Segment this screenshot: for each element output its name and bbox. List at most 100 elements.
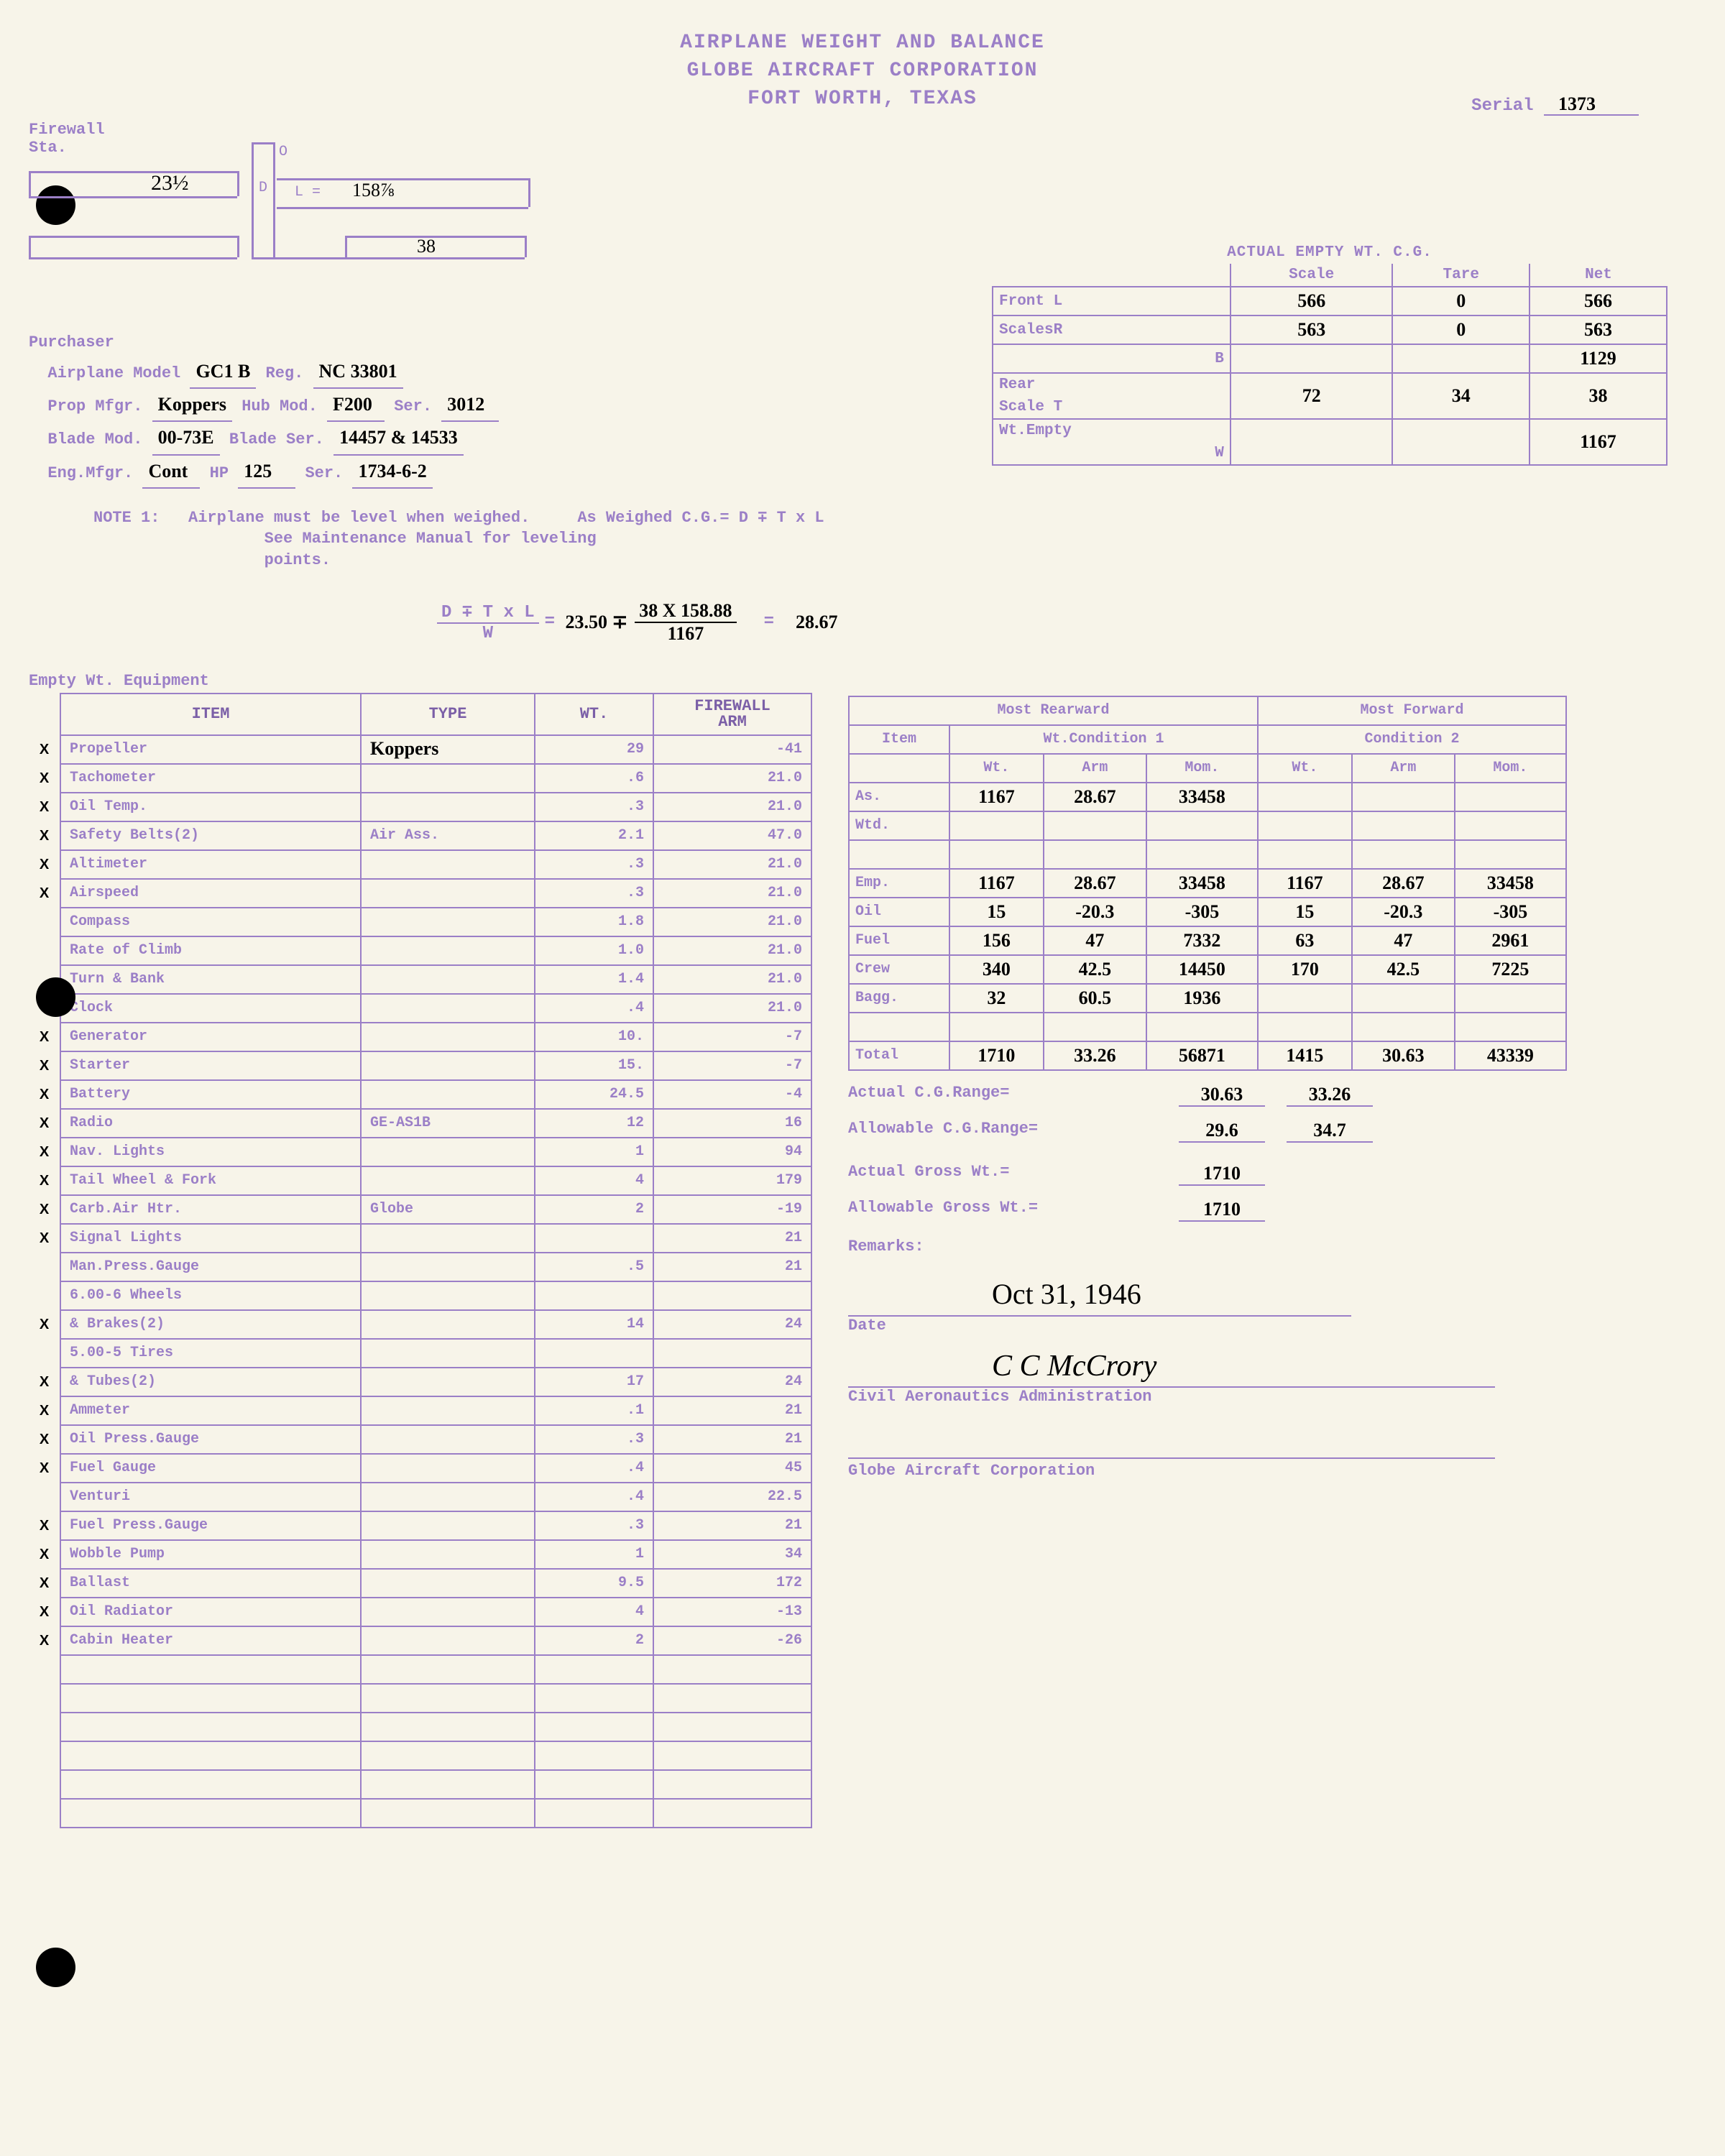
table-row: XSignal Lights21 xyxy=(29,1224,811,1253)
table-row xyxy=(29,1741,811,1770)
equip-h-item: ITEM xyxy=(60,694,361,735)
awt-col3: Net xyxy=(1530,264,1667,287)
sketch-b-val: 38 xyxy=(417,236,436,257)
date-label: Date xyxy=(848,1315,1351,1335)
ser2: 1734-6-2 xyxy=(352,456,432,489)
table-row: As.116728.6733458 xyxy=(849,783,1566,811)
table-row: XGenerator10.-7 xyxy=(29,1023,811,1051)
table-row xyxy=(29,1770,811,1799)
equipment-table: ITEM TYPE WT. FIREWALLARM XPropellerKopp… xyxy=(29,693,812,1828)
awt-col2: Tare xyxy=(1392,264,1530,287)
table-row: XAltimeter.321.0 xyxy=(29,850,811,879)
table-row: XRadioGE-AS1B1216 xyxy=(29,1109,811,1138)
formula-line: D ∓ T x LW = 23.50 ∓ 38 X 158.881167 = 2… xyxy=(431,600,1696,645)
sketch-d-val: 23½ xyxy=(151,171,189,195)
hub-mod: F200 xyxy=(327,389,385,422)
cg-h-cond1: Wt.Condition 1 xyxy=(949,725,1258,754)
table-row xyxy=(29,1655,811,1684)
table-row: XCarb.Air Htr.Globe2-19 xyxy=(29,1195,811,1224)
table-row: XAirspeed.321.0 xyxy=(29,879,811,908)
table-row: XWobble Pump134 xyxy=(29,1540,811,1569)
table-row: Venturi.422.5 xyxy=(29,1483,811,1511)
table-row: XOil Radiator4-13 xyxy=(29,1598,811,1626)
table-row: Oil15-20.3-30515-20.3-305 xyxy=(849,898,1566,926)
equip-title: Empty Wt. Equipment xyxy=(29,672,1696,690)
header-line1: AIRPLANE WEIGHT AND BALANCE xyxy=(29,29,1696,57)
actual-cg-range: Actual C.G.Range= 30.63 33.26 xyxy=(848,1084,1696,1107)
table-row: XTachometer.621.0 xyxy=(29,764,811,793)
table-row: XSafety Belts(2)Air Ass.2.147.0 xyxy=(29,821,811,850)
equip-h-wt: WT. xyxy=(535,694,653,735)
table-row: X& Brakes(2)1424 xyxy=(29,1310,811,1339)
reg: NC 33801 xyxy=(313,356,403,389)
blade-ser: 14457 & 14533 xyxy=(334,422,464,455)
cg-h-item: Item xyxy=(849,725,949,754)
serial: Serial 1373 xyxy=(1471,93,1639,116)
table-row: XNav. Lights194 xyxy=(29,1138,811,1166)
header-line2: GLOBE AIRCRAFT CORPORATION xyxy=(29,57,1696,85)
eng-mfgr: Cont xyxy=(142,456,200,489)
table-row: XFuel Press.Gauge.321 xyxy=(29,1511,811,1540)
table-row: Crew34042.51445017042.57225 xyxy=(849,955,1566,984)
table-row: Bagg.3260.51936 xyxy=(849,984,1566,1013)
awt-col1: Scale xyxy=(1230,264,1393,287)
table-row: XAmmeter.121 xyxy=(29,1396,811,1425)
awt-frontl: Front L xyxy=(993,287,1230,315)
prop-mfgr: Koppers xyxy=(152,389,232,422)
sig1-label: Civil Aeronautics Administration xyxy=(848,1386,1495,1406)
table-row xyxy=(29,1684,811,1713)
actual-gross: Actual Gross Wt.= 1710 xyxy=(848,1163,1696,1186)
table-row: XBattery24.5-4 xyxy=(29,1080,811,1109)
table-row: 6.00-6 Wheels xyxy=(29,1281,811,1310)
table-row: XCabin Heater2-26 xyxy=(29,1626,811,1655)
table-row: Total171033.2656871141530.6343339 xyxy=(849,1041,1566,1070)
airplane-model: GC1 B xyxy=(190,356,256,389)
actual-wt-title: ACTUAL EMPTY WT. C.G. xyxy=(992,244,1668,261)
allow-cg-range: Allowable C.G.Range= 29.6 34.7 xyxy=(848,1120,1696,1143)
note-block: NOTE 1: Airplane must be level when weig… xyxy=(93,507,1696,571)
punch-hole xyxy=(36,1948,75,1987)
header-line3: FORT WORTH, TEXAS xyxy=(29,85,1696,113)
hp: 125 xyxy=(238,456,295,489)
table-row: Emp.116728.6733458116728.6733458 xyxy=(849,869,1566,898)
sketch-o: O xyxy=(279,144,288,160)
cg-table: Most Rearward Most Forward Item Wt.Condi… xyxy=(848,696,1567,1071)
ser1: 3012 xyxy=(441,389,499,422)
sketch-l-val: 158⅞ xyxy=(352,180,395,201)
serial-value: 1373 xyxy=(1544,93,1639,116)
table-row xyxy=(29,1799,811,1828)
remarks-label: Remarks: xyxy=(848,1238,1696,1256)
punch-hole xyxy=(36,977,75,1017)
table-row xyxy=(849,840,1566,869)
table-row: Compass1.821.0 xyxy=(29,908,811,936)
firewall-label1: Firewall xyxy=(29,121,1696,139)
table-row: 5.00-5 Tires xyxy=(29,1339,811,1368)
table-row xyxy=(29,1713,811,1741)
sig2-label: Globe Aircraft Corporation xyxy=(848,1462,1696,1480)
table-row: XOil Temp..321.0 xyxy=(29,793,811,821)
table-row: Rate of Climb1.021.0 xyxy=(29,936,811,965)
cg-h-mostfwd: Most Forward xyxy=(1258,696,1566,725)
awt-scalet: Scale T xyxy=(993,396,1230,419)
actual-wt-table: ACTUAL EMPTY WT. C.G. Scale Tare Net Fro… xyxy=(992,244,1668,466)
table-row: Man.Press.Gauge.521 xyxy=(29,1253,811,1281)
sketch-l-label: L = xyxy=(295,184,321,201)
equip-h-type: TYPE xyxy=(361,694,535,735)
table-row: XPropellerKoppers29-41 xyxy=(29,735,811,764)
awt-rear: Rear xyxy=(993,373,1230,396)
table-row: Clock.421.0 xyxy=(29,994,811,1023)
table-row: XOil Press.Gauge.321 xyxy=(29,1425,811,1454)
table-row: XTail Wheel & Fork4179 xyxy=(29,1166,811,1195)
signature: C C McCrory xyxy=(992,1349,1696,1383)
awt-wtempty: Wt.Empty xyxy=(993,419,1230,442)
header: AIRPLANE WEIGHT AND BALANCE GLOBE AIRCRA… xyxy=(29,29,1696,114)
allow-gross: Allowable Gross Wt.= 1710 xyxy=(848,1199,1696,1222)
serial-label: Serial xyxy=(1471,96,1533,116)
awt-w: W xyxy=(993,442,1230,465)
equip-h-arm: FIREWALLARM xyxy=(653,694,811,735)
firewall-sketch: O D L = 158⅞ 23½ 38 xyxy=(29,164,532,300)
table-row: XBallast9.5172 xyxy=(29,1569,811,1598)
table-row: Fuel15647733263472961 xyxy=(849,926,1566,955)
table-row: Turn & Bank1.421.0 xyxy=(29,965,811,994)
remarks-date-value: Oct 31, 1946 xyxy=(992,1277,1696,1311)
